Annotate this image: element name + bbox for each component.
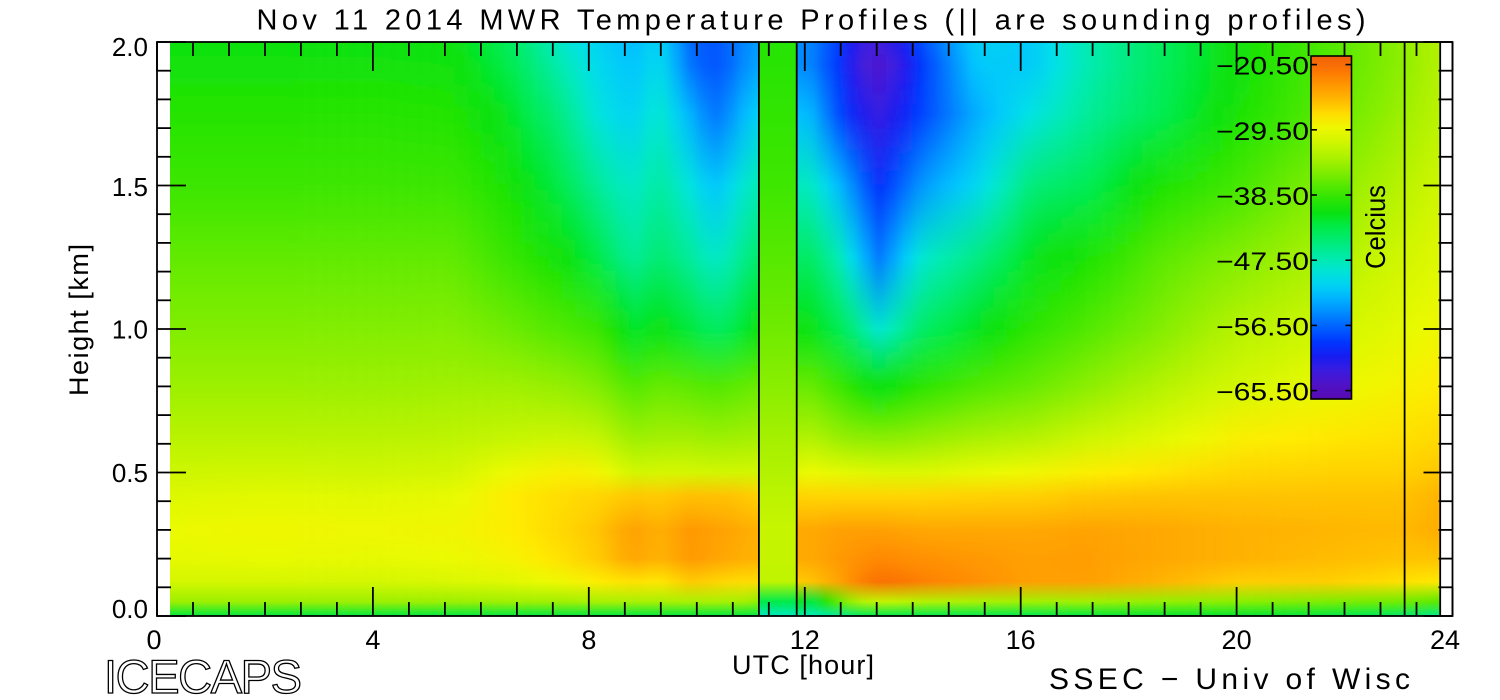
svg-text:8: 8 [581,625,596,655]
svg-text:Celcius: Celcius [1360,185,1391,269]
svg-text:SSEC − Univ of Wisc: SSEC − Univ of Wisc [1049,663,1410,696]
svg-text:16: 16 [1006,625,1036,655]
svg-text:24: 24 [1430,625,1460,655]
svg-text:20: 20 [1222,625,1252,655]
svg-text:0.5: 0.5 [112,458,148,488]
svg-text:−29.50: −29.50 [1216,118,1309,146]
svg-text:0.0: 0.0 [112,594,148,624]
svg-text:2.0: 2.0 [112,32,148,62]
svg-text:1.0: 1.0 [112,315,148,345]
svg-text:0: 0 [146,625,161,655]
svg-text:−65.50: −65.50 [1216,379,1309,407]
svg-text:Height [km]: Height [km] [64,244,94,396]
svg-text:12: 12 [790,625,820,655]
svg-text:−38.50: −38.50 [1216,183,1309,211]
svg-text:1.5: 1.5 [112,172,148,202]
svg-text:UTC [hour]: UTC [hour] [732,650,874,680]
svg-text:−20.50: −20.50 [1216,53,1309,81]
svg-text:4: 4 [365,625,380,655]
svg-text:−47.50: −47.50 [1216,248,1309,276]
svg-text:ICECAPS: ICECAPS [104,650,302,700]
svg-text:Nov 11 2014 MWR Temperature Pr: Nov 11 2014 MWR Temperature Profiles (||… [257,5,1366,37]
svg-text:−56.50: −56.50 [1216,313,1309,341]
